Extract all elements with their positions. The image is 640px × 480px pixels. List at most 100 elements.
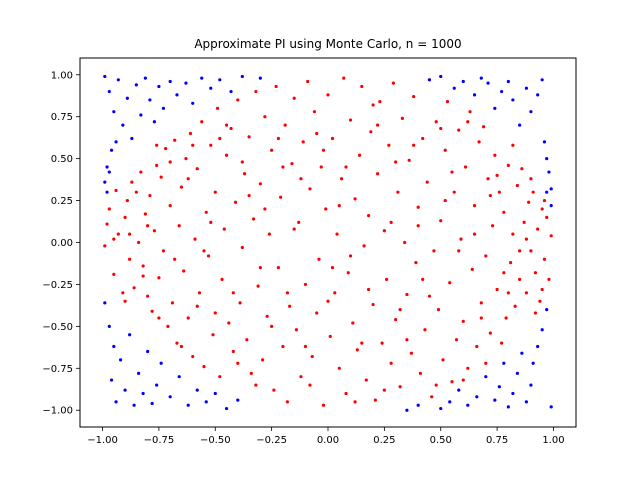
inside-point-153 bbox=[454, 338, 459, 342]
outside-point-79 bbox=[529, 383, 533, 387]
outside-point-89 bbox=[475, 395, 479, 399]
outside-point-67 bbox=[439, 74, 443, 79]
inside-point-43 bbox=[206, 254, 211, 258]
inside-point-212 bbox=[292, 227, 296, 231]
outside-point-54 bbox=[536, 93, 540, 97]
inside-point-140 bbox=[425, 180, 429, 184]
inside-point-75 bbox=[279, 195, 283, 199]
outside-point-49 bbox=[204, 400, 208, 404]
inside-point-144 bbox=[434, 120, 438, 124]
inside-point-52 bbox=[227, 321, 231, 325]
inside-point-194 bbox=[547, 277, 551, 281]
inside-point-116 bbox=[371, 302, 375, 307]
inside-point-115 bbox=[369, 130, 373, 134]
outside-point-21 bbox=[229, 89, 233, 94]
inside-point-83 bbox=[297, 220, 301, 224]
y-tick-label-7: 0.75 bbox=[51, 112, 73, 123]
x-tick-label-7: 0.75 bbox=[486, 435, 508, 446]
inside-point-35 bbox=[188, 131, 193, 136]
inside-point-224 bbox=[427, 294, 432, 298]
inside-point-269 bbox=[524, 237, 529, 241]
inside-point-216 bbox=[337, 204, 341, 208]
inside-point-102 bbox=[339, 177, 344, 181]
inside-point-136 bbox=[416, 205, 420, 209]
inside-point-62 bbox=[249, 371, 253, 375]
inside-point-19 bbox=[152, 229, 156, 233]
inside-point-0 bbox=[103, 244, 107, 248]
inside-point-12 bbox=[137, 240, 141, 245]
inside-point-10 bbox=[130, 180, 134, 184]
inside-point-79 bbox=[288, 304, 292, 308]
inside-point-198 bbox=[134, 190, 138, 194]
inside-point-56 bbox=[236, 98, 240, 102]
outside-point-7 bbox=[134, 83, 138, 87]
inside-point-229 bbox=[484, 361, 488, 365]
outside-point-53 bbox=[540, 78, 544, 82]
inside-point-204 bbox=[202, 249, 206, 253]
inside-point-256 bbox=[376, 123, 380, 127]
outside-point-23 bbox=[258, 76, 262, 80]
inside-point-210 bbox=[270, 324, 274, 328]
inside-point-77 bbox=[283, 123, 287, 127]
outside-point-91 bbox=[457, 388, 461, 392]
outside-point-74 bbox=[545, 190, 549, 194]
inside-point-173 bbox=[500, 341, 504, 345]
chart-title: Approximate PI using Monte Carlo, n = 10… bbox=[194, 37, 461, 51]
inside-point-3 bbox=[112, 272, 116, 276]
inside-point-211 bbox=[281, 165, 285, 169]
outside-point-65 bbox=[461, 79, 465, 84]
inside-point-157 bbox=[463, 165, 468, 169]
inside-point-208 bbox=[247, 193, 251, 198]
inside-point-104 bbox=[344, 391, 348, 396]
inside-point-191 bbox=[540, 207, 544, 211]
x-tick-label-3: −0.25 bbox=[256, 435, 287, 446]
outside-point-48 bbox=[195, 388, 199, 392]
inside-point-244 bbox=[240, 160, 244, 164]
inside-point-196 bbox=[112, 237, 116, 241]
inside-point-50 bbox=[222, 227, 226, 231]
inside-point-2 bbox=[107, 207, 111, 211]
inside-point-238 bbox=[173, 257, 177, 261]
inside-point-86 bbox=[303, 282, 308, 287]
outside-point-52 bbox=[236, 398, 240, 402]
inside-point-230 bbox=[495, 173, 499, 178]
inside-point-34 bbox=[186, 316, 190, 320]
outside-point-72 bbox=[542, 140, 547, 144]
inside-point-202 bbox=[179, 344, 184, 349]
inside-point-9 bbox=[128, 257, 132, 261]
inside-point-156 bbox=[461, 319, 465, 323]
inside-point-159 bbox=[468, 110, 472, 114]
inside-point-23 bbox=[161, 249, 166, 253]
outside-point-25 bbox=[105, 165, 109, 169]
outside-point-94 bbox=[416, 403, 420, 407]
x-tick-label-5: 0.25 bbox=[373, 435, 395, 446]
inside-point-26 bbox=[168, 204, 172, 208]
inside-point-118 bbox=[376, 172, 380, 176]
inside-point-142 bbox=[430, 395, 434, 399]
inside-point-240 bbox=[195, 304, 199, 308]
inside-point-107 bbox=[351, 321, 355, 325]
inside-point-40 bbox=[200, 120, 204, 124]
outside-point-61 bbox=[493, 106, 497, 110]
inside-point-134 bbox=[412, 94, 416, 99]
outside-point-26 bbox=[109, 148, 114, 152]
inside-point-57 bbox=[238, 301, 242, 305]
inside-point-170 bbox=[493, 153, 497, 157]
outside-point-63 bbox=[479, 76, 483, 80]
inside-point-145 bbox=[436, 307, 441, 312]
inside-point-203 bbox=[191, 143, 195, 147]
outside-point-45 bbox=[168, 395, 172, 399]
inside-point-243 bbox=[231, 291, 235, 295]
inside-point-96 bbox=[326, 93, 330, 97]
points-layer bbox=[103, 74, 553, 412]
outside-point-58 bbox=[511, 98, 515, 102]
y-axis: −1.00 −0.75 −0.50 −0.25 0.00 0.25 0.50 0.75 1.00 bbox=[42, 70, 80, 417]
inside-point-247 bbox=[276, 136, 280, 141]
outside-point-2 bbox=[112, 110, 116, 114]
inside-point-55 bbox=[233, 200, 238, 204]
outside-point-10 bbox=[148, 98, 152, 102]
outside-point-71 bbox=[545, 157, 549, 161]
inside-point-254 bbox=[353, 400, 357, 404]
inside-point-4 bbox=[114, 188, 118, 193]
inside-point-251 bbox=[321, 148, 326, 152]
